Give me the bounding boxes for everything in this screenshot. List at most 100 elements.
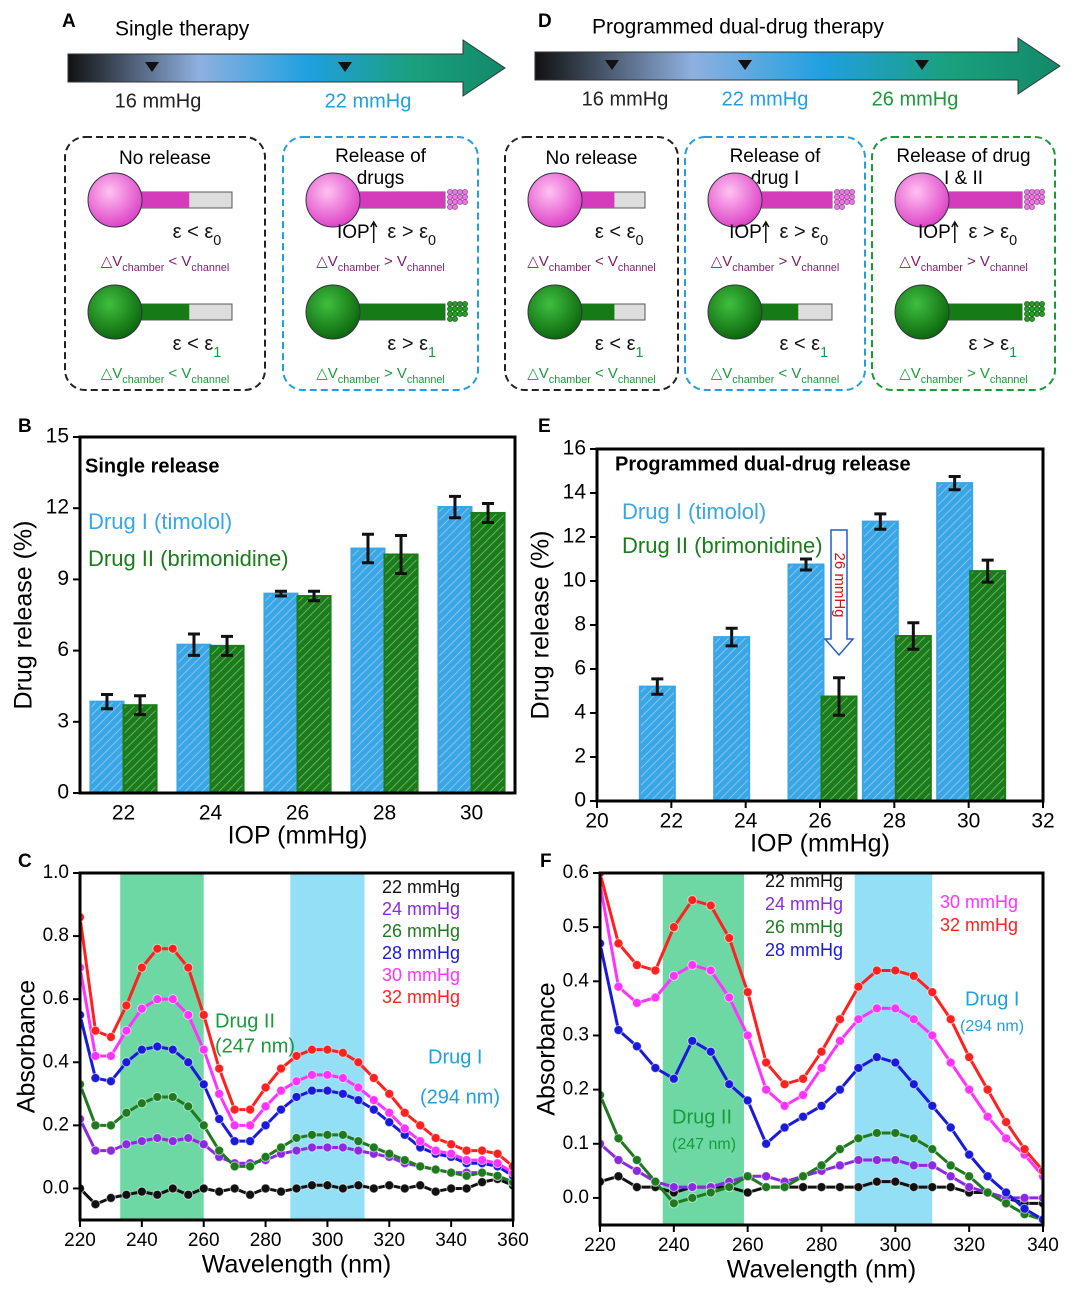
spectrum-point xyxy=(779,1079,790,1090)
stage-title: Release of xyxy=(335,146,427,167)
spectrum-point xyxy=(761,1182,772,1193)
bar xyxy=(638,685,676,802)
drug-particle xyxy=(1039,311,1045,317)
stage-title: No release xyxy=(119,148,211,169)
text-part: < V xyxy=(774,365,801,382)
drug-particle xyxy=(462,311,468,317)
chart-title: Single release xyxy=(85,455,220,477)
spectrum-point xyxy=(121,1057,132,1068)
text-part: chamber xyxy=(338,374,380,386)
spectrum-point xyxy=(245,1189,256,1200)
iop-label: IOP xyxy=(918,222,951,243)
spectrum-point xyxy=(90,1050,101,1061)
text-part: > V xyxy=(380,365,407,382)
annotation: Drug I xyxy=(428,1046,482,1068)
spectrum-point xyxy=(229,1136,240,1147)
bar xyxy=(437,506,473,794)
error-bar xyxy=(134,694,147,717)
spectrum-point xyxy=(136,1044,147,1055)
y-axis-label: Absorbance xyxy=(13,980,41,1113)
drug-particle xyxy=(834,204,840,210)
spectrum-point xyxy=(446,1148,457,1159)
spectrum-point xyxy=(908,1133,919,1144)
text-part: ε > ε xyxy=(968,221,1009,243)
spectrum-point xyxy=(260,1183,271,1194)
drug-particle xyxy=(1039,194,1045,200)
pressure-marker xyxy=(145,62,159,72)
spectrum-point xyxy=(430,1164,441,1175)
spectrum-point xyxy=(90,1145,101,1156)
y-tick-label: 14 xyxy=(563,481,587,504)
spectrum-point xyxy=(245,1104,256,1115)
spectrum-point xyxy=(121,1139,132,1150)
volume-condition: △Vchamber > Vchannel xyxy=(711,253,840,274)
strain-condition: ε > ε0 xyxy=(968,221,1017,249)
text-part: chamber xyxy=(549,262,591,274)
pressure-label: 16 mmHg xyxy=(115,90,202,112)
y-tick-label: 9 xyxy=(57,567,69,590)
spectrum-point xyxy=(183,1101,194,1112)
bar xyxy=(936,482,974,802)
spectrum-point xyxy=(353,1136,364,1147)
spectrum-point xyxy=(613,981,624,992)
plot-frame xyxy=(595,447,1045,803)
spectrum-point xyxy=(1019,1144,1030,1155)
spectrum-point xyxy=(306,1069,317,1080)
y-tick-label: 0 xyxy=(574,789,586,812)
bar xyxy=(787,563,825,802)
y-axis-label: Absorbance xyxy=(533,982,561,1115)
timeline-arrow xyxy=(534,37,1061,95)
spectrum-point xyxy=(853,1014,864,1025)
drug-particle xyxy=(1039,301,1045,307)
stage-title: I & II xyxy=(944,168,983,189)
legend-entry: Drug II (brimonidine) xyxy=(622,533,823,558)
drug-particle xyxy=(452,306,458,312)
spectrum-point xyxy=(322,1129,333,1140)
text-part: ε < ε xyxy=(779,333,820,355)
spectrum-point xyxy=(761,1057,772,1068)
spectrum-point xyxy=(167,1183,178,1194)
drug-particle xyxy=(447,199,453,205)
drug-particle xyxy=(447,316,453,322)
spectrum-point xyxy=(260,1082,271,1093)
annotation: (247 nm) xyxy=(215,1035,295,1057)
spectrum-point xyxy=(1001,1187,1012,1198)
spectrum-point xyxy=(136,962,147,973)
spectrum-point xyxy=(724,932,735,943)
x-tick-label: 220 xyxy=(64,1230,96,1251)
channel-fill xyxy=(757,192,832,208)
plot-frame xyxy=(598,871,1045,1227)
spectrum-point xyxy=(183,962,194,973)
legend-entry: 32 mmHg xyxy=(382,987,460,1007)
spectrum-point xyxy=(353,1145,364,1156)
x-tick-label: 24 xyxy=(199,802,223,825)
spectrum-point xyxy=(446,1139,457,1150)
text-part: chamber xyxy=(122,374,164,386)
spectrum-point xyxy=(399,1107,410,1118)
spectrum-point xyxy=(260,1120,271,1131)
text-part: chamber xyxy=(122,262,164,274)
spectrum-point xyxy=(927,1100,938,1111)
spectrum-point xyxy=(105,1076,116,1087)
spectrum-point xyxy=(668,970,679,981)
bar xyxy=(296,595,332,794)
spectrum-point xyxy=(322,1180,333,1191)
stage-box xyxy=(871,136,1056,391)
x-axis-label: IOP (mmHg) xyxy=(750,830,890,858)
y-tick-label: 16 xyxy=(563,437,586,460)
stage-title: Release of xyxy=(730,146,822,167)
spectrum-point xyxy=(890,1003,901,1014)
spectrum-point xyxy=(908,1160,919,1171)
spectrum-point xyxy=(742,1030,753,1041)
spectrum-point xyxy=(214,1063,225,1074)
channel-fill xyxy=(577,192,615,208)
strain-condition: ε < ε1 xyxy=(779,333,828,361)
spectrum-point xyxy=(384,1180,395,1191)
spectrum-point xyxy=(816,1182,827,1193)
drug-particle xyxy=(447,301,453,307)
diagram-title: Programmed dual-drug therapy xyxy=(592,16,884,39)
x-tick-label: 22 xyxy=(112,802,135,825)
x-tick-label: 28 xyxy=(883,810,906,833)
spectrum-point xyxy=(890,1057,901,1068)
drug-particle xyxy=(452,199,458,205)
